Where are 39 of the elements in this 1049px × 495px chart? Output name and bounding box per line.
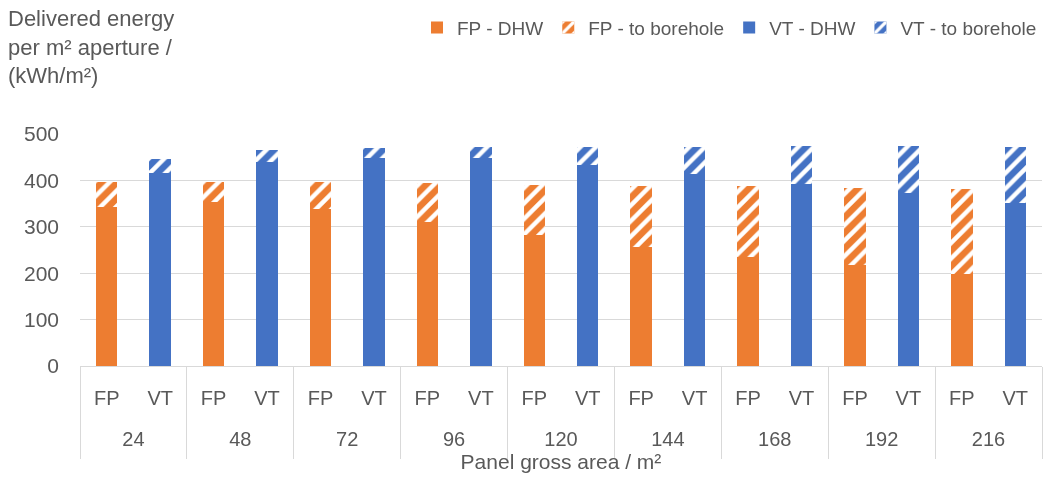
y-tick-label: 0 bbox=[47, 354, 59, 378]
category-label: 120 bbox=[544, 428, 578, 450]
category-label: 192 bbox=[864, 428, 899, 450]
category-label: VT bbox=[468, 387, 494, 409]
legend-label: VT - DHW bbox=[769, 17, 856, 39]
category-label: 96 bbox=[442, 428, 466, 450]
category-label: VT bbox=[574, 387, 601, 409]
category-label: 168 bbox=[758, 428, 792, 450]
category-label: FP bbox=[628, 387, 654, 409]
category-label: VT bbox=[361, 387, 387, 409]
category-label: VT bbox=[681, 387, 708, 409]
category-label: FP bbox=[842, 387, 868, 409]
y-tick-label: 100 bbox=[23, 307, 59, 331]
y-tick-label: 400 bbox=[23, 168, 59, 192]
y-axis-title: Delivered energy per m² aperture / (kWh/m²) bbox=[8, 6, 175, 89]
y-tick-label: 500 bbox=[23, 122, 59, 146]
legend-label: FP - to borehole bbox=[588, 17, 725, 39]
category-label: FP bbox=[521, 387, 548, 409]
y-tick-label: 300 bbox=[23, 215, 59, 239]
category-label: FP bbox=[307, 387, 334, 409]
category-label: FP bbox=[735, 387, 761, 409]
category-label: FP bbox=[93, 387, 120, 409]
category-label: FP bbox=[414, 387, 441, 409]
category-label: 144 bbox=[651, 428, 685, 450]
category-label: 216 bbox=[971, 428, 1006, 450]
x-axis-title: Panel gross area / m² bbox=[460, 450, 662, 473]
category-label: FP bbox=[949, 387, 975, 409]
category-label: VT bbox=[254, 387, 280, 409]
category-label: FP bbox=[200, 387, 227, 409]
category-label: 24 bbox=[122, 428, 145, 450]
category-label: VT bbox=[147, 387, 173, 409]
category-label: VT bbox=[788, 387, 815, 409]
category-label: 72 bbox=[336, 428, 359, 450]
legend-label: FP - DHW bbox=[457, 17, 544, 39]
legend-label: VT - to borehole bbox=[900, 17, 1037, 39]
category-label: 48 bbox=[229, 428, 252, 450]
category-label: VT bbox=[1002, 387, 1029, 409]
y-tick-label: 200 bbox=[23, 261, 59, 285]
category-label: VT bbox=[895, 387, 922, 409]
